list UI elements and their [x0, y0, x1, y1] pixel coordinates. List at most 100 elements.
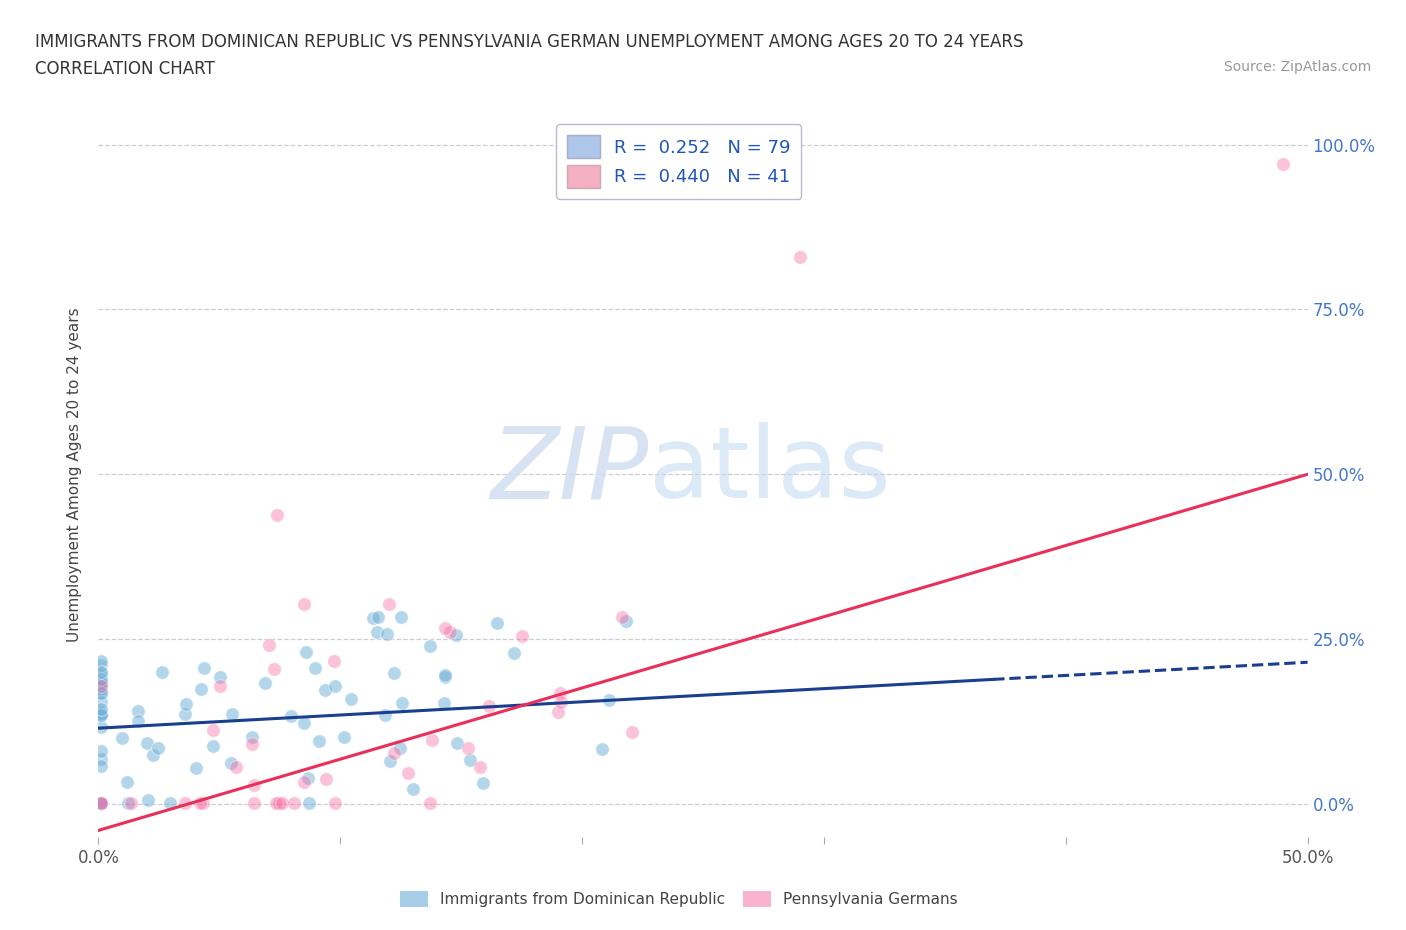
- Point: [382, 746, 405, 761]
- Point: [388, 740, 411, 755]
- Point: [468, 760, 491, 775]
- Point: [433, 670, 456, 684]
- Point: [315, 771, 337, 786]
- Point: [90, 682, 112, 697]
- Point: [471, 776, 494, 790]
- Y-axis label: Unemployment Among Ages 20 to 24 years: Unemployment Among Ages 20 to 24 years: [67, 307, 83, 642]
- Point: [90, 796, 112, 811]
- Point: [389, 610, 412, 625]
- Point: [477, 698, 499, 713]
- Point: [363, 611, 385, 626]
- Point: [297, 771, 319, 786]
- Point: [271, 796, 294, 811]
- Point: [90, 674, 112, 689]
- Point: [422, 733, 444, 748]
- Point: [174, 697, 197, 711]
- Point: [219, 755, 242, 770]
- Point: [280, 709, 302, 724]
- Point: [243, 796, 266, 811]
- Point: [333, 730, 356, 745]
- Point: [323, 678, 346, 693]
- Point: [378, 596, 401, 611]
- Point: [391, 696, 413, 711]
- Point: [90, 708, 112, 723]
- Point: [380, 753, 402, 768]
- Point: [90, 664, 112, 679]
- Point: [208, 670, 231, 684]
- Point: [298, 796, 321, 811]
- Point: [295, 644, 318, 659]
- Point: [111, 730, 134, 745]
- Point: [127, 704, 149, 719]
- Point: [127, 714, 149, 729]
- Point: [136, 792, 159, 807]
- Point: [402, 782, 425, 797]
- Text: atlas: atlas: [648, 422, 890, 519]
- Point: [136, 736, 159, 751]
- Point: [367, 609, 389, 624]
- Point: [598, 693, 620, 708]
- Point: [512, 629, 534, 644]
- Point: [614, 613, 637, 628]
- Point: [789, 249, 811, 264]
- Point: [419, 639, 441, 654]
- Point: [188, 796, 211, 811]
- Point: [257, 638, 280, 653]
- Point: [548, 685, 571, 700]
- Point: [90, 796, 112, 811]
- Point: [267, 796, 290, 811]
- Point: [90, 751, 112, 766]
- Point: [90, 658, 112, 672]
- Point: [117, 796, 139, 811]
- Point: [263, 661, 285, 676]
- Point: [266, 508, 288, 523]
- Point: [90, 654, 112, 669]
- Point: [366, 625, 388, 640]
- Point: [209, 679, 232, 694]
- Point: [90, 743, 112, 758]
- Point: [201, 739, 224, 754]
- Point: [90, 759, 112, 774]
- Point: [120, 796, 142, 811]
- Point: [292, 596, 315, 611]
- Point: [433, 667, 456, 682]
- Point: [90, 671, 112, 686]
- Point: [446, 736, 468, 751]
- Point: [322, 653, 344, 668]
- Legend: Immigrants from Dominican Republic, Pennsylvania Germans: Immigrants from Dominican Republic, Penn…: [394, 884, 963, 913]
- Point: [439, 625, 461, 640]
- Point: [146, 740, 169, 755]
- Text: CORRELATION CHART: CORRELATION CHART: [35, 60, 215, 78]
- Point: [115, 775, 138, 790]
- Point: [314, 683, 336, 698]
- Point: [433, 696, 456, 711]
- Point: [264, 796, 287, 811]
- Point: [142, 748, 165, 763]
- Point: [90, 719, 112, 734]
- Point: [90, 708, 112, 723]
- Text: Source: ZipAtlas.com: Source: ZipAtlas.com: [1223, 60, 1371, 74]
- Point: [90, 679, 112, 694]
- Point: [90, 796, 112, 811]
- Point: [339, 691, 361, 706]
- Text: ZIP: ZIP: [491, 422, 648, 519]
- Point: [90, 796, 112, 811]
- Point: [591, 741, 613, 756]
- Point: [243, 778, 266, 793]
- Point: [547, 705, 569, 720]
- Point: [375, 626, 398, 641]
- Point: [384, 665, 406, 680]
- Point: [150, 665, 173, 680]
- Point: [418, 796, 440, 811]
- Point: [254, 676, 277, 691]
- Point: [90, 666, 112, 681]
- Point: [174, 707, 197, 722]
- Point: [374, 708, 396, 723]
- Point: [90, 706, 112, 721]
- Point: [550, 694, 572, 709]
- Text: IMMIGRANTS FROM DOMINICAN REPUBLIC VS PENNSYLVANIA GERMAN UNEMPLOYMENT AMONG AGE: IMMIGRANTS FROM DOMINICAN REPUBLIC VS PE…: [35, 33, 1024, 50]
- Point: [240, 729, 263, 744]
- Point: [308, 734, 330, 749]
- Point: [612, 609, 634, 624]
- Point: [190, 682, 212, 697]
